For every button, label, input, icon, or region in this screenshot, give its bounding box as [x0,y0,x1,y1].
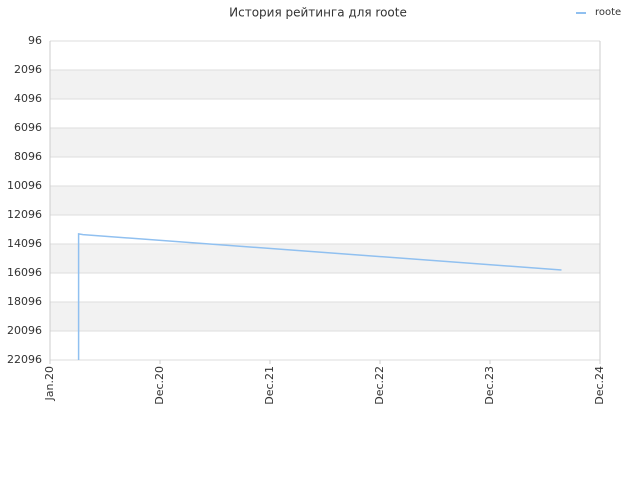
x-tick-label: Dec.24 [593,366,606,405]
y-tick-label: 12096 [7,208,42,221]
x-tick-label: Dec.22 [373,366,386,405]
y-tick-label: 6096 [14,121,42,134]
y-tick-label: 4096 [14,92,42,105]
x-tick-label: Dec.23 [483,366,496,405]
y-tick-label: 22096 [7,353,42,366]
y-tick-label: 10096 [7,179,42,192]
y-tick-label: 14096 [7,237,42,250]
grid-band [50,128,600,157]
series-line [77,233,562,360]
grid-band [50,186,600,215]
y-tick-label: 16096 [7,266,42,279]
y-tick-label: 18096 [7,295,42,308]
y-tick-label: 96 [28,34,42,47]
legend-label: roote [595,7,621,18]
y-tick-label: 8096 [14,150,42,163]
chart-title: История рейтинга для roote [229,6,407,20]
y-tick-label: 20096 [7,324,42,337]
y-tick-label: 2096 [14,63,42,76]
grid-band [50,302,600,331]
grid-band [50,244,600,273]
x-tick-label: Dec.20 [153,366,166,405]
x-tick-label: Dec.21 [263,366,276,405]
grid-band [50,70,600,99]
x-tick-label: Jan.20 [43,366,56,401]
